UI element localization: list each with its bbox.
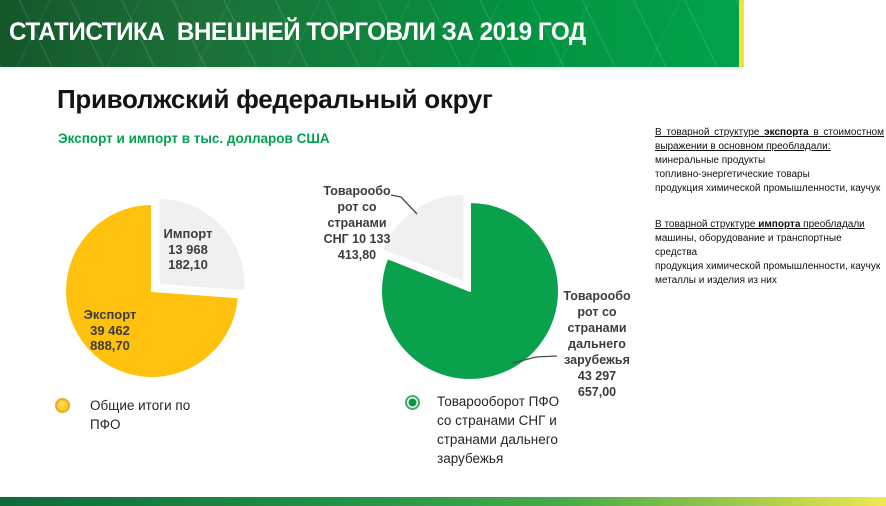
pie1-legend-label: Общие итоги по ПФО: [90, 398, 191, 432]
pie2-legend-marker-icon: [405, 395, 420, 410]
import-heading-post: преобладали: [800, 219, 865, 230]
pie1-export-label: Экспорт 39 462 888,70: [83, 307, 137, 353]
callout-line-dz: [512, 355, 558, 364]
pie1-import-label: Импорт 13 968 182,10: [163, 226, 213, 272]
import-structure-heading: В товарной структуре импорта преобладали: [655, 218, 884, 232]
import-item: металлы и изделия из них: [655, 275, 777, 286]
import-item: машины, оборудование и транспортные сред…: [655, 233, 842, 258]
export-structure-heading: В товарной структуре экспорта в стоимост…: [655, 126, 884, 154]
pie-slice: [157, 196, 247, 293]
commodity-structure-panel: В товарной структуре экспорта в стоимост…: [655, 126, 884, 288]
export-item: топливно-энергетические товары: [655, 169, 810, 180]
panel-spacer: [655, 196, 884, 218]
pie2-sng-label: Товарообо рот со странами СНГ 10 133 413…: [323, 184, 391, 262]
import-item: продукция химической промышленности, кау…: [655, 261, 881, 272]
export-heading-pre: В товарной структуре: [655, 127, 765, 138]
export-heading-post: в стоимостном выражении в основном преоб…: [655, 127, 884, 152]
pie-slice: [380, 192, 466, 284]
pie-group: [64, 192, 560, 381]
export-heading-keyword: экспорта: [764, 127, 809, 138]
pie1-legend-marker-icon: [55, 398, 70, 413]
export-item: продукция химической промышленности, кау…: [655, 183, 881, 194]
banner-title: СТАТИСТИКА ВНЕШНЕЙ ТОРГОВЛИ ЗА 2019 ГОД: [9, 18, 586, 46]
header-banner: СТАТИСТИКА ВНЕШНЕЙ ТОРГОВЛИ ЗА 2019 ГОД: [0, 0, 744, 67]
chart-units-subtitle: Экспорт и импорт в тыс. долларов США: [58, 131, 330, 146]
pie-slice: [380, 201, 560, 381]
banner-shadow: [0, 67, 744, 71]
callout-line-sng: [390, 194, 418, 215]
pie2-legend-label: Товарооборот ПФО со странами СНГ и стран…: [437, 394, 560, 466]
footer-gradient-bar: [0, 497, 886, 506]
export-item: минеральные продукты: [655, 155, 766, 166]
import-heading-pre: В товарной структуре: [655, 219, 759, 230]
pie-slice: [64, 203, 240, 379]
page-title: Приволжский федеральный округ: [57, 84, 493, 114]
import-heading-keyword: импорта: [758, 219, 801, 230]
pie2-far-abroad-label: Товарообо рот со странами дальнего заруб…: [563, 289, 631, 399]
